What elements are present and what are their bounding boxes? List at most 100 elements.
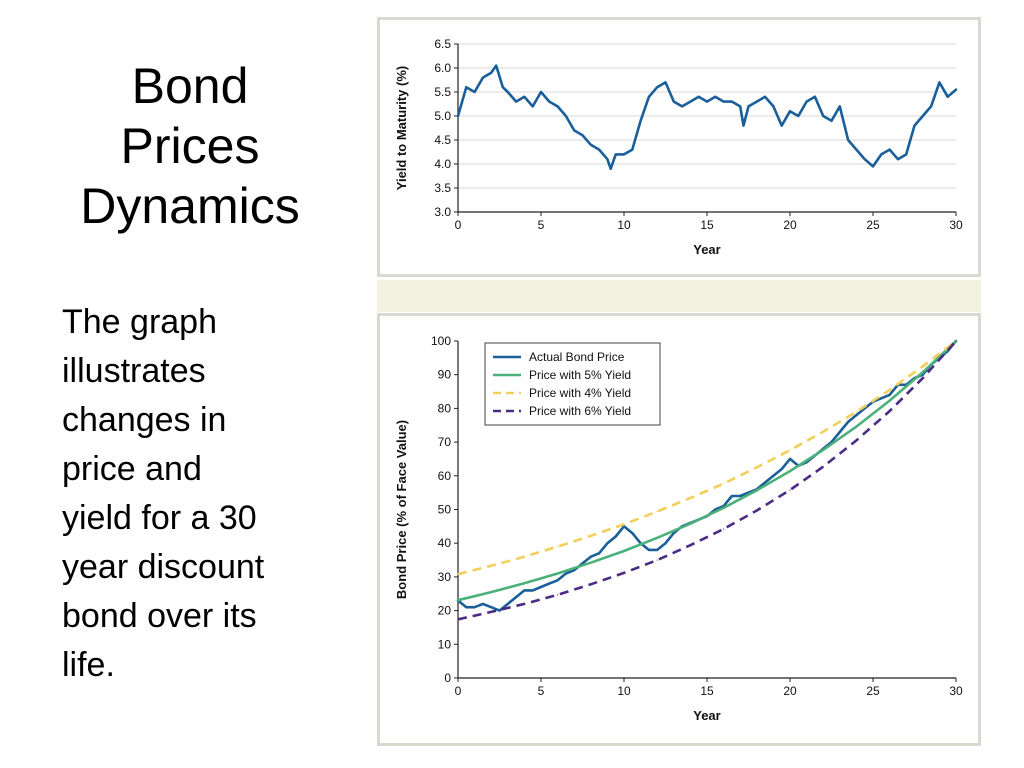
data-point bbox=[847, 421, 849, 423]
data-point bbox=[474, 91, 476, 93]
data-point bbox=[706, 101, 708, 103]
data-point bbox=[839, 431, 841, 433]
data-point bbox=[731, 495, 733, 497]
x-tick-label: 10 bbox=[617, 218, 631, 232]
x-tick-label: 25 bbox=[866, 218, 880, 232]
data-point bbox=[922, 374, 924, 376]
yield-chart-panel: 0 5 10 15 20 25 30 3.0 3.5 4.0 4.5 5.0 5.5 6.0 6.5 Year… bbox=[377, 17, 981, 277]
data-point bbox=[756, 489, 758, 491]
legend-label: Price with 4% Yield bbox=[529, 386, 631, 400]
data-point bbox=[698, 96, 700, 98]
data-point bbox=[515, 596, 517, 598]
data-point bbox=[855, 411, 857, 413]
data-point bbox=[913, 125, 916, 127]
data-point bbox=[606, 542, 608, 544]
data-point bbox=[797, 115, 799, 117]
data-point bbox=[947, 96, 949, 98]
data-point bbox=[457, 573, 459, 575]
data-point bbox=[681, 105, 683, 107]
x-tick-label: 10 bbox=[617, 684, 631, 698]
data-point bbox=[648, 549, 650, 551]
y-tick-label: 5.5 bbox=[434, 85, 451, 99]
data-point bbox=[606, 158, 608, 160]
data-point bbox=[855, 414, 857, 416]
data-point bbox=[548, 101, 550, 103]
series-price-with-5-yield bbox=[456, 339, 958, 602]
data-point bbox=[664, 542, 667, 544]
data-point bbox=[523, 556, 525, 558]
data-point bbox=[889, 400, 891, 402]
data-point bbox=[532, 105, 534, 107]
data-point bbox=[673, 532, 675, 534]
data-point bbox=[623, 523, 625, 525]
data-point bbox=[590, 562, 592, 564]
data-point bbox=[922, 371, 924, 373]
data-point bbox=[482, 77, 484, 79]
data-point bbox=[689, 523, 691, 525]
data-point bbox=[723, 101, 725, 103]
data-point bbox=[548, 583, 550, 585]
data-point bbox=[922, 115, 924, 117]
data-point bbox=[523, 589, 525, 591]
data-point bbox=[615, 535, 617, 538]
data-point bbox=[756, 509, 758, 512]
y-tick-label: 6.0 bbox=[434, 61, 451, 75]
data-point bbox=[880, 153, 882, 155]
data-point bbox=[855, 149, 857, 151]
data-point bbox=[623, 525, 625, 527]
data-point bbox=[523, 96, 525, 98]
data-point bbox=[731, 101, 733, 103]
data-point bbox=[822, 431, 824, 433]
y-tick-label: 100 bbox=[431, 334, 451, 348]
data-point bbox=[822, 449, 824, 451]
data-point bbox=[673, 101, 675, 103]
y-tick-label: 80 bbox=[438, 401, 452, 415]
data-point bbox=[581, 134, 584, 136]
data-point bbox=[523, 603, 525, 605]
data-point bbox=[772, 105, 774, 107]
slide-body-text: The graph illustrates changes in price a… bbox=[62, 303, 265, 684]
data-point bbox=[897, 158, 899, 160]
data-point bbox=[590, 144, 592, 146]
x-tick-label: 5 bbox=[538, 218, 545, 232]
data-point bbox=[573, 129, 575, 131]
data-point bbox=[495, 65, 497, 67]
data-point bbox=[922, 377, 924, 379]
y-tick-label: 3.5 bbox=[434, 181, 451, 195]
data-point bbox=[490, 565, 492, 567]
x-tick-label: 30 bbox=[949, 684, 963, 698]
data-point bbox=[474, 606, 476, 608]
y-tick-label: 0 bbox=[444, 671, 451, 685]
data-point bbox=[498, 610, 501, 612]
data-point bbox=[610, 168, 612, 170]
data-point bbox=[565, 572, 567, 575]
data-point bbox=[540, 586, 542, 588]
data-point bbox=[889, 149, 891, 151]
data-point bbox=[714, 508, 716, 511]
y-tick-label: 30 bbox=[438, 570, 452, 584]
data-point bbox=[507, 603, 509, 605]
slide-title: Bond Prices Dynamics bbox=[80, 58, 300, 234]
y-tick-label: 20 bbox=[438, 604, 452, 618]
data-point bbox=[822, 466, 824, 468]
data-point bbox=[781, 125, 783, 127]
data-point bbox=[742, 125, 745, 127]
x-tick-label: 0 bbox=[455, 218, 462, 232]
data-point bbox=[557, 545, 559, 548]
data-point bbox=[905, 153, 907, 155]
data-point bbox=[714, 96, 716, 98]
data-point bbox=[640, 120, 642, 122]
data-point bbox=[922, 365, 924, 367]
data-point bbox=[490, 606, 492, 608]
legend-label: Price with 5% Yield bbox=[529, 368, 631, 382]
data-point bbox=[772, 475, 774, 477]
data-point bbox=[689, 544, 691, 546]
data-point bbox=[689, 101, 691, 103]
data-point bbox=[507, 91, 509, 93]
data-point bbox=[457, 599, 459, 601]
yield-chart: 0 5 10 15 20 25 30 3.0 3.5 4.0 4.5 5.0 5.5 6.0 6.5 Year… bbox=[394, 37, 963, 257]
data-point bbox=[889, 410, 891, 412]
data-point bbox=[465, 606, 467, 608]
x-tick-label: 15 bbox=[700, 684, 714, 698]
series-price-with-6-yield bbox=[457, 340, 957, 621]
